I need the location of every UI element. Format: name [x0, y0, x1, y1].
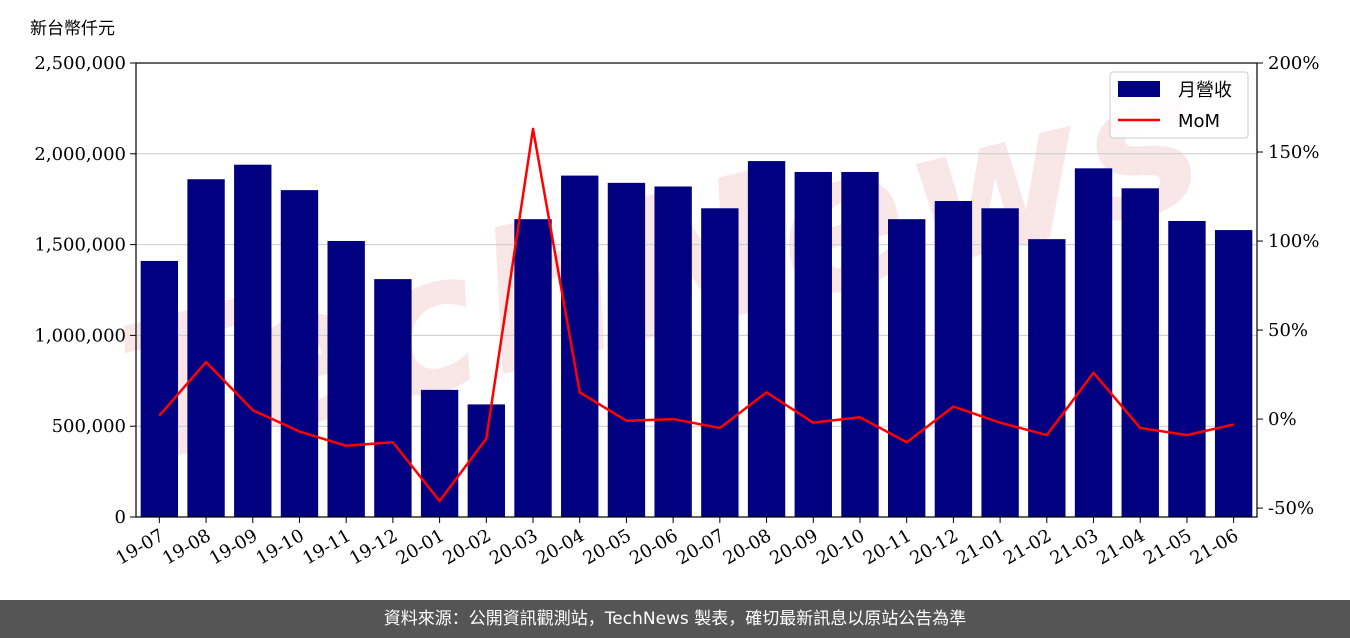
y-right-tick-label: 100%	[1268, 231, 1319, 252]
bar-19-09	[234, 164, 272, 518]
x-tick-label: 19-08	[159, 525, 214, 569]
x-tick-label: 21-03	[1047, 525, 1102, 569]
bar-19-08	[187, 179, 225, 517]
y-right-tick-label: 50%	[1268, 320, 1308, 341]
bar-21-06	[1214, 230, 1253, 517]
x-tick-label: 19-09	[206, 525, 261, 569]
x-tick-label: 21-02	[1000, 525, 1055, 569]
x-tick-label: 20-08	[720, 525, 775, 569]
bar-19-11	[327, 240, 365, 517]
y-right-tick-label: 200%	[1268, 53, 1319, 74]
x-tick-label: 20-11	[860, 525, 915, 569]
plot-frame	[135, 62, 1258, 518]
x-tick-label: 21-05	[1140, 525, 1195, 569]
y-right-tick-label: 150%	[1268, 142, 1319, 163]
x-tick-label: 20-10	[813, 525, 868, 569]
bar-20-07	[701, 208, 739, 517]
y-left-tick-label: 2,000,000	[34, 144, 126, 165]
x-tick-label: 20-12	[906, 525, 961, 569]
x-tick-label: 19-12	[346, 525, 401, 569]
mom-line-series	[158, 127, 1234, 503]
x-tick-label: 21-06	[1187, 525, 1242, 569]
bar-20-05	[607, 182, 646, 517]
bar-19-12	[374, 279, 412, 517]
y-left-tick-label: 1,000,000	[34, 325, 126, 346]
revenue-chart: TechNews 0500,0001,000,0001,500,0002,000…	[34, 25, 1319, 569]
bar-20-11	[888, 219, 926, 517]
bar-20-02	[467, 404, 505, 517]
mom-line	[158, 127, 1234, 503]
x-tick-label: 20-03	[486, 525, 541, 569]
y-left-tick-label: 0	[115, 507, 126, 528]
bar-20-01	[420, 389, 459, 517]
y-left-tick-label: 1,500,000	[34, 235, 126, 256]
bar-21-03	[1074, 168, 1113, 517]
x-tick-label: 20-06	[626, 525, 681, 569]
legend-bar-swatch	[1118, 81, 1160, 97]
bar-20-06	[654, 186, 692, 517]
x-tick-label: 20-04	[533, 525, 588, 569]
bar-21-04	[1121, 188, 1159, 517]
bar-21-01	[981, 208, 1019, 517]
x-tick-label: 19-10	[253, 525, 308, 569]
y-left-tick-label: 500,000	[52, 416, 126, 437]
bar-20-08	[747, 161, 786, 517]
legend-label-revenue: 月營收	[1178, 80, 1232, 101]
x-tick-label: 19-07	[112, 525, 167, 569]
bar-21-02	[1028, 239, 1066, 518]
x-tick-label: 20-07	[673, 525, 728, 569]
bar-19-10	[280, 190, 319, 517]
bar-20-12	[934, 201, 973, 518]
x-tick-label: 20-09	[766, 525, 821, 569]
bar-20-09	[794, 171, 832, 517]
y-axis-unit-label: 新台幣仟元	[30, 19, 115, 39]
y-left-tick-label: 2,500,000	[34, 53, 126, 74]
bar-series	[140, 161, 1253, 518]
x-tick-label: 20-01	[393, 525, 448, 569]
y-right-tick-label: -50%	[1268, 498, 1314, 519]
bar-20-04	[561, 175, 599, 518]
x-tick-label: 19-11	[299, 525, 354, 569]
bar-21-05	[1168, 220, 1206, 517]
legend: 月營收 MoM	[1109, 71, 1249, 139]
source-footer: 資料來源：公開資訊觀測站，TechNews 製表，確切最新訊息以原站公告為準	[0, 600, 1350, 638]
x-tick-label: 20-05	[579, 525, 634, 569]
x-tick-label: 21-04	[1093, 525, 1148, 569]
bar-20-10	[841, 171, 879, 517]
x-tick-label: 20-02	[439, 525, 494, 569]
bar-20-03	[514, 219, 552, 517]
y-right-tick-label: 0%	[1268, 409, 1297, 430]
bar-19-07	[140, 260, 179, 517]
legend-label-mom: MoM	[1178, 111, 1220, 132]
x-tick-label: 21-01	[953, 525, 1008, 569]
